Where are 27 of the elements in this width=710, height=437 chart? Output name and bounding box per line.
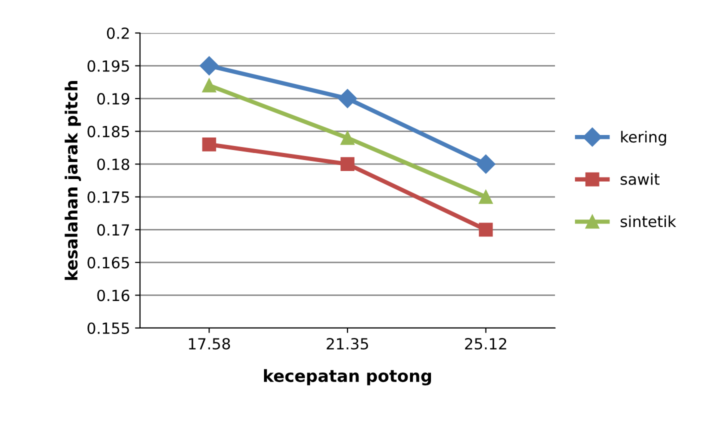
point: [476, 154, 496, 174]
y-tick-label: 0.155: [88, 322, 129, 334]
y-tick-label: 0.175: [88, 191, 129, 203]
x-tick-label: 21.35: [326, 338, 368, 350]
point: [202, 78, 216, 92]
x-axis-title: kecepatan potong: [264, 369, 431, 386]
legend-label: sintetik: [620, 215, 676, 228]
y-tick-label: 0.16: [97, 290, 130, 302]
y-tick-label: 0.2: [106, 27, 129, 40]
point: [202, 138, 216, 152]
x-tick-label: 25.12: [465, 338, 506, 350]
point: [340, 130, 354, 145]
y-axis-title: kesalahan jarak pitch: [64, 81, 81, 280]
point: [338, 89, 358, 108]
point: [340, 157, 354, 172]
y-tick-label: 0.185: [88, 126, 129, 138]
y-tick-label: 0.19: [97, 93, 130, 105]
point: [478, 222, 493, 237]
y-tick-label: 0.18: [97, 158, 130, 170]
legend-label: kering: [621, 130, 666, 146]
y-tick-label: 0.195: [88, 60, 129, 72]
x-tick-label: 17.58: [188, 338, 230, 350]
y-tick-label: 0.17: [97, 224, 129, 236]
point: [478, 190, 493, 204]
legend-label: sawit: [620, 173, 660, 185]
y-tick-label: 0.165: [88, 256, 129, 268]
point: [200, 56, 219, 76]
